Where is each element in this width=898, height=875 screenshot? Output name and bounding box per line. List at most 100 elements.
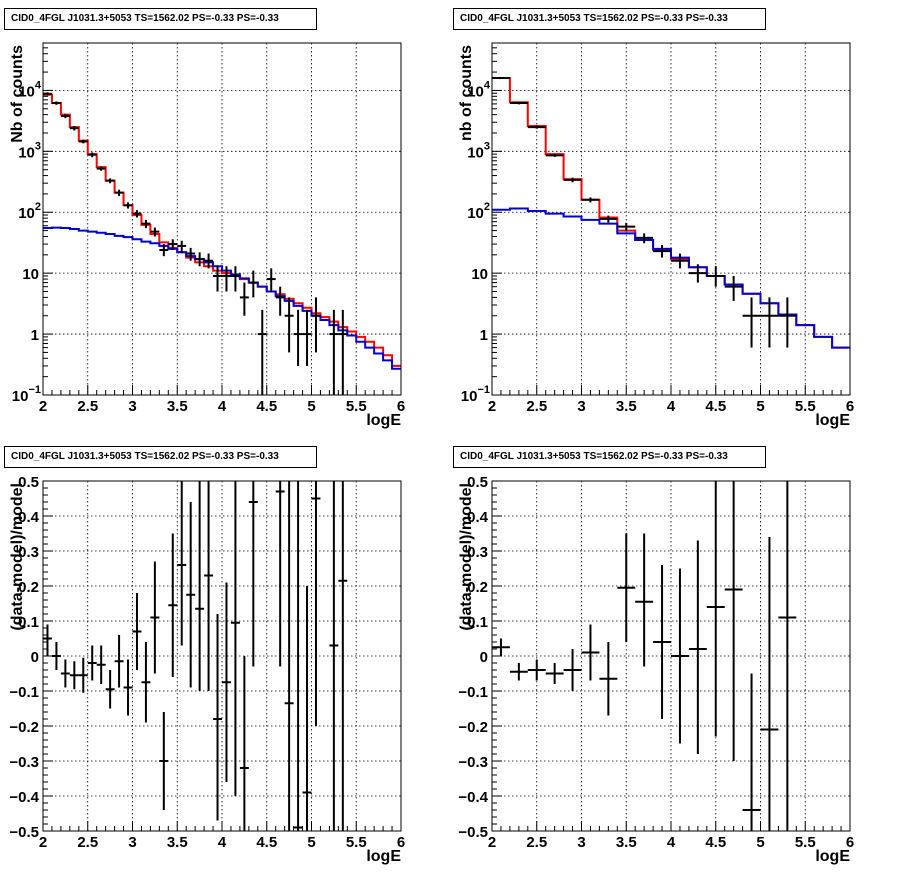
y-tick-label: 0.3 bbox=[467, 544, 488, 561]
data-point bbox=[105, 670, 115, 709]
histogram-line-background-model bbox=[43, 226, 401, 370]
y-tick-label: 0.5 bbox=[18, 474, 39, 491]
data-point bbox=[688, 264, 707, 283]
data-point bbox=[159, 712, 169, 810]
data-point bbox=[509, 101, 528, 105]
data-point bbox=[257, 309, 267, 395]
data-point bbox=[329, 481, 339, 831]
y-tick-label: −0.4 bbox=[458, 789, 488, 806]
y-tick-label: 104 bbox=[18, 79, 42, 100]
data-point bbox=[509, 663, 528, 681]
data-point bbox=[706, 481, 725, 737]
data-point bbox=[222, 266, 231, 292]
data-point bbox=[132, 593, 142, 670]
y-tick-base: 0.2 bbox=[467, 579, 488, 596]
x-tick-label: 4 bbox=[667, 398, 676, 415]
y-tick-base: −0.4 bbox=[458, 789, 488, 806]
y-tick-label: −0.4 bbox=[9, 789, 39, 806]
x-tick-label: 3.5 bbox=[616, 834, 637, 851]
data-point bbox=[222, 582, 231, 782]
data-point bbox=[213, 266, 222, 292]
data-point bbox=[204, 481, 214, 691]
x-tick-label: 4.5 bbox=[705, 398, 726, 415]
x-tick-label: 2.5 bbox=[77, 834, 98, 851]
y-tick-label: −0.1 bbox=[458, 684, 488, 701]
data-point bbox=[545, 663, 564, 684]
y-tick-label: 0.1 bbox=[467, 614, 488, 631]
x-tick-label: 2.5 bbox=[526, 398, 547, 415]
y-tick-label: 103 bbox=[467, 140, 490, 161]
x-tick-label: 5.5 bbox=[346, 398, 367, 415]
data-point bbox=[617, 222, 636, 231]
x-tick-label: 2 bbox=[488, 398, 496, 415]
y-tick-label: 10 bbox=[471, 266, 488, 283]
x-axis-label: logE bbox=[366, 412, 401, 429]
y-tick-label: 0.5 bbox=[467, 474, 488, 491]
data-point bbox=[51, 642, 61, 670]
y-tick-label: −0.2 bbox=[9, 719, 39, 736]
data-point bbox=[248, 270, 258, 298]
chart-panel-4: 2 2.5 3 3.5 4 4.5 5 5.5 6 −0.5 −0.4 −0.3 −0.2 −0.1 0 0.… bbox=[458, 474, 854, 865]
chart-panel-2: 2 2.5 3 3.5 4 4.5 5 5.5 610−1110102103104logEnb … bbox=[458, 42, 854, 429]
data-point bbox=[617, 533, 636, 642]
data-point bbox=[159, 244, 169, 257]
data-point bbox=[724, 481, 743, 761]
y-tick-label: −0.3 bbox=[458, 754, 488, 771]
y-tick-base: 0.1 bbox=[467, 614, 488, 631]
data-point bbox=[275, 286, 285, 316]
y-axis-label: nb of counts bbox=[458, 45, 475, 141]
data-point bbox=[599, 215, 618, 223]
y-tick-label: 102 bbox=[467, 201, 490, 222]
y-tick-exponent: 3 bbox=[35, 140, 41, 152]
y-tick-base: 0 bbox=[480, 649, 488, 666]
y-tick-base: 0.3 bbox=[467, 544, 488, 561]
data-point bbox=[599, 642, 618, 716]
data-point bbox=[778, 481, 797, 831]
data-point bbox=[284, 297, 294, 353]
data-point bbox=[492, 76, 510, 79]
data-point bbox=[302, 309, 312, 366]
y-tick-base: 10 bbox=[461, 388, 478, 405]
data-point bbox=[60, 659, 70, 688]
y-tick-base: 1 bbox=[31, 327, 39, 344]
data-point bbox=[150, 561, 160, 674]
y-tick-base: 10 bbox=[18, 205, 35, 222]
x-tick-label: 3 bbox=[128, 398, 136, 415]
data-point bbox=[329, 309, 339, 395]
y-tick-label: −0.5 bbox=[458, 824, 488, 841]
data-point bbox=[186, 502, 196, 688]
data-point bbox=[338, 481, 348, 831]
x-tick-label: 3.5 bbox=[167, 834, 188, 851]
data-point bbox=[114, 189, 124, 196]
y-axis-label: Nb of counts bbox=[9, 45, 26, 143]
panel-title-2: CID0_4FGL J1031.3+5053 TS=1562.02 PS=-0.… bbox=[453, 8, 766, 30]
data-point bbox=[581, 197, 600, 203]
x-tick-label: 5 bbox=[307, 398, 315, 415]
data-point bbox=[96, 645, 106, 684]
data-point bbox=[760, 297, 779, 348]
y-tick-base: −0.3 bbox=[9, 754, 39, 771]
y-tick-label: −0.5 bbox=[9, 824, 39, 841]
y-tick-label: 10−1 bbox=[12, 384, 41, 405]
x-tick-label: 5 bbox=[756, 398, 764, 415]
data-point bbox=[563, 177, 582, 183]
y-axis-label: (data-model)/model bbox=[458, 483, 475, 631]
chart-panel-1: 2 2.5 3 3.5 4 4.5 5 5.5 610−1110102103104logENb … bbox=[9, 42, 405, 429]
y-tick-exponent: 4 bbox=[35, 79, 42, 91]
y-tick-exponent: 3 bbox=[484, 140, 490, 152]
data-point bbox=[563, 649, 582, 691]
y-tick-base: −0.3 bbox=[458, 754, 488, 771]
panel-title-3: CID0_4FGL J1031.3+5053 TS=1562.02 PS=-0.… bbox=[4, 446, 317, 468]
y-tick-base: −0.1 bbox=[458, 684, 488, 701]
data-point bbox=[635, 533, 654, 667]
data-point bbox=[186, 247, 196, 261]
y-tick-exponent: −1 bbox=[28, 384, 41, 396]
y-tick-base: −0.5 bbox=[9, 824, 39, 841]
y-tick-label: 0.1 bbox=[18, 614, 39, 631]
data-points bbox=[492, 76, 797, 348]
data-point bbox=[778, 297, 797, 348]
x-tick-label: 6 bbox=[397, 398, 405, 415]
x-tick-label: 5.5 bbox=[795, 398, 816, 415]
data-point bbox=[742, 673, 761, 831]
